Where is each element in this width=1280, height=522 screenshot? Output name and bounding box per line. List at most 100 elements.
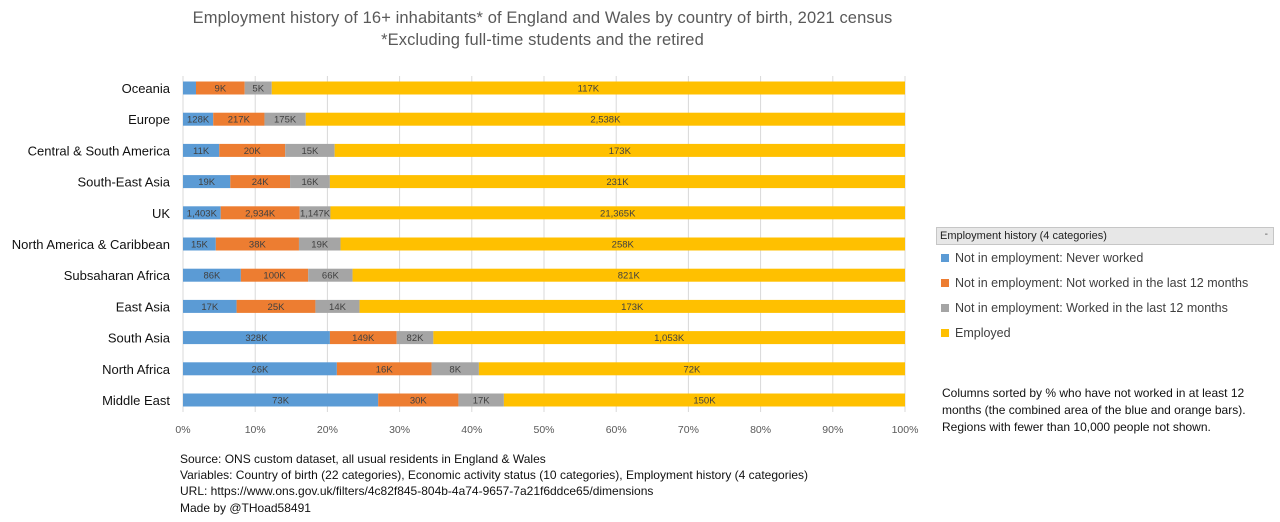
legend-item-not-worked-12-months[interactable]: Not in employment: Not worked in the las… [936,270,1274,295]
bar-segment [183,112,214,126]
category-label: North Africa [102,362,171,377]
bar-segment [290,175,330,189]
category-label: East Asia [116,299,171,314]
source-block: Source: ONS custom dataset, all usual re… [180,451,808,516]
legend-swatch [941,303,949,312]
bar-segment [240,268,309,282]
data-label: 72K [683,364,701,375]
data-label: 66K [322,271,340,282]
bar-segment [458,393,504,407]
chart-title: Employment history of 16+ inhabitants* o… [192,9,893,27]
sorting-note: Columns sorted by % who have not worked … [942,386,1246,434]
bar-segment [352,268,906,282]
bar-segment [330,206,906,220]
data-label: 15K [301,146,319,157]
bar-segment [220,206,300,220]
bar-segment [244,81,272,95]
data-label: 15K [191,240,209,251]
legend-swatch [941,253,949,262]
category-label: Middle East [102,393,170,408]
data-label: 30K [410,396,428,407]
category-label: Subsaharan Africa [64,268,171,283]
data-label: 73K [272,396,290,407]
data-label: 128K [187,115,210,126]
data-label: 14K [329,302,347,313]
x-tick-label: 90% [822,424,843,436]
data-label: 1,147K [300,208,331,219]
collapse-icon[interactable]: - [1264,229,1268,240]
bar-segment [315,299,360,313]
bar-segment [213,112,265,126]
legend-label: Not in employment: Worked in the last 12… [955,300,1228,315]
chart-subtitle: *Excluding full-time students and the re… [381,31,704,49]
data-label: 38K [249,240,267,251]
bar-segment [183,206,221,220]
data-label: 16K [376,364,394,375]
data-label: 25K [268,302,286,313]
x-tick-label: 70% [678,424,699,436]
data-label: 231K [606,177,629,188]
bar-segment [478,362,905,376]
legend-item-employed[interactable]: Employed [936,320,1274,345]
data-label: 21,365K [600,208,636,219]
legend-header[interactable]: Employment history (4 categories) - [936,227,1274,245]
url-line[interactable]: URL: https://www.ons.gov.uk/filters/4c82… [180,484,654,499]
x-tick-label: 100% [892,424,919,436]
bar-segment [183,331,330,345]
bar-segment [433,331,905,345]
legend: Employment history (4 categories) - Not … [936,227,1274,345]
data-label: 328K [245,333,268,344]
bar-segment [329,331,397,345]
bar-segment [334,143,905,157]
x-tick-label: 20% [317,424,338,436]
data-label: 173K [621,302,644,313]
legend-item-never-worked[interactable]: Not in employment: Never worked [936,245,1274,270]
bar-segment [299,206,331,220]
bar-segment [285,143,335,157]
data-label: 821K [618,271,641,282]
bar-segment [183,237,216,251]
bar-segment [183,268,241,282]
variables-line: Variables: Country of birth (22 categori… [180,468,809,483]
bar-segment [183,393,379,407]
data-label: 149K [352,333,375,344]
x-tick-label: 50% [533,424,554,436]
data-label: 173K [609,146,632,157]
data-label: 2,538K [590,115,621,126]
legend-item-worked-12-months[interactable]: Not in employment: Worked in the last 12… [936,295,1274,320]
data-label: 19K [311,240,329,251]
data-label: 150K [693,396,716,407]
bar-segment [298,237,341,251]
bar-segment [183,175,231,189]
bar-segment [378,393,459,407]
legend-label: Not in employment: Never worked [955,250,1144,265]
x-tick-label: 40% [461,424,482,436]
bar-segment [336,362,432,376]
data-label: 8K [449,364,461,375]
x-tick-label: 60% [606,424,627,436]
category-label: Oceania [122,81,171,96]
data-label: 9K [215,84,227,95]
bar-segment [308,268,353,282]
category-label: UK [152,206,170,221]
x-tick-label: 10% [245,424,266,436]
data-label: 19K [198,177,216,188]
bar-segment [431,362,479,376]
bar-segment [183,299,237,313]
data-label: 117K [578,84,600,95]
bar-segment [236,299,316,313]
bar-segment [219,143,286,157]
x-tick-label: 0% [175,424,190,436]
bar-segment [305,112,905,126]
legend-label: Not in employment: Not worked in the las… [955,275,1249,290]
category-label: Europe [128,112,170,127]
source-line: Source: ONS custom dataset, all usual re… [180,452,546,466]
legend-title: Employment history (4 categories) [940,230,1107,242]
bar-segment [271,81,906,95]
data-label: 1,053K [654,333,685,344]
data-label: 82K [407,333,425,344]
data-label: 100K [263,271,286,282]
data-label: 86K [203,271,221,282]
bar-segment [215,237,299,251]
